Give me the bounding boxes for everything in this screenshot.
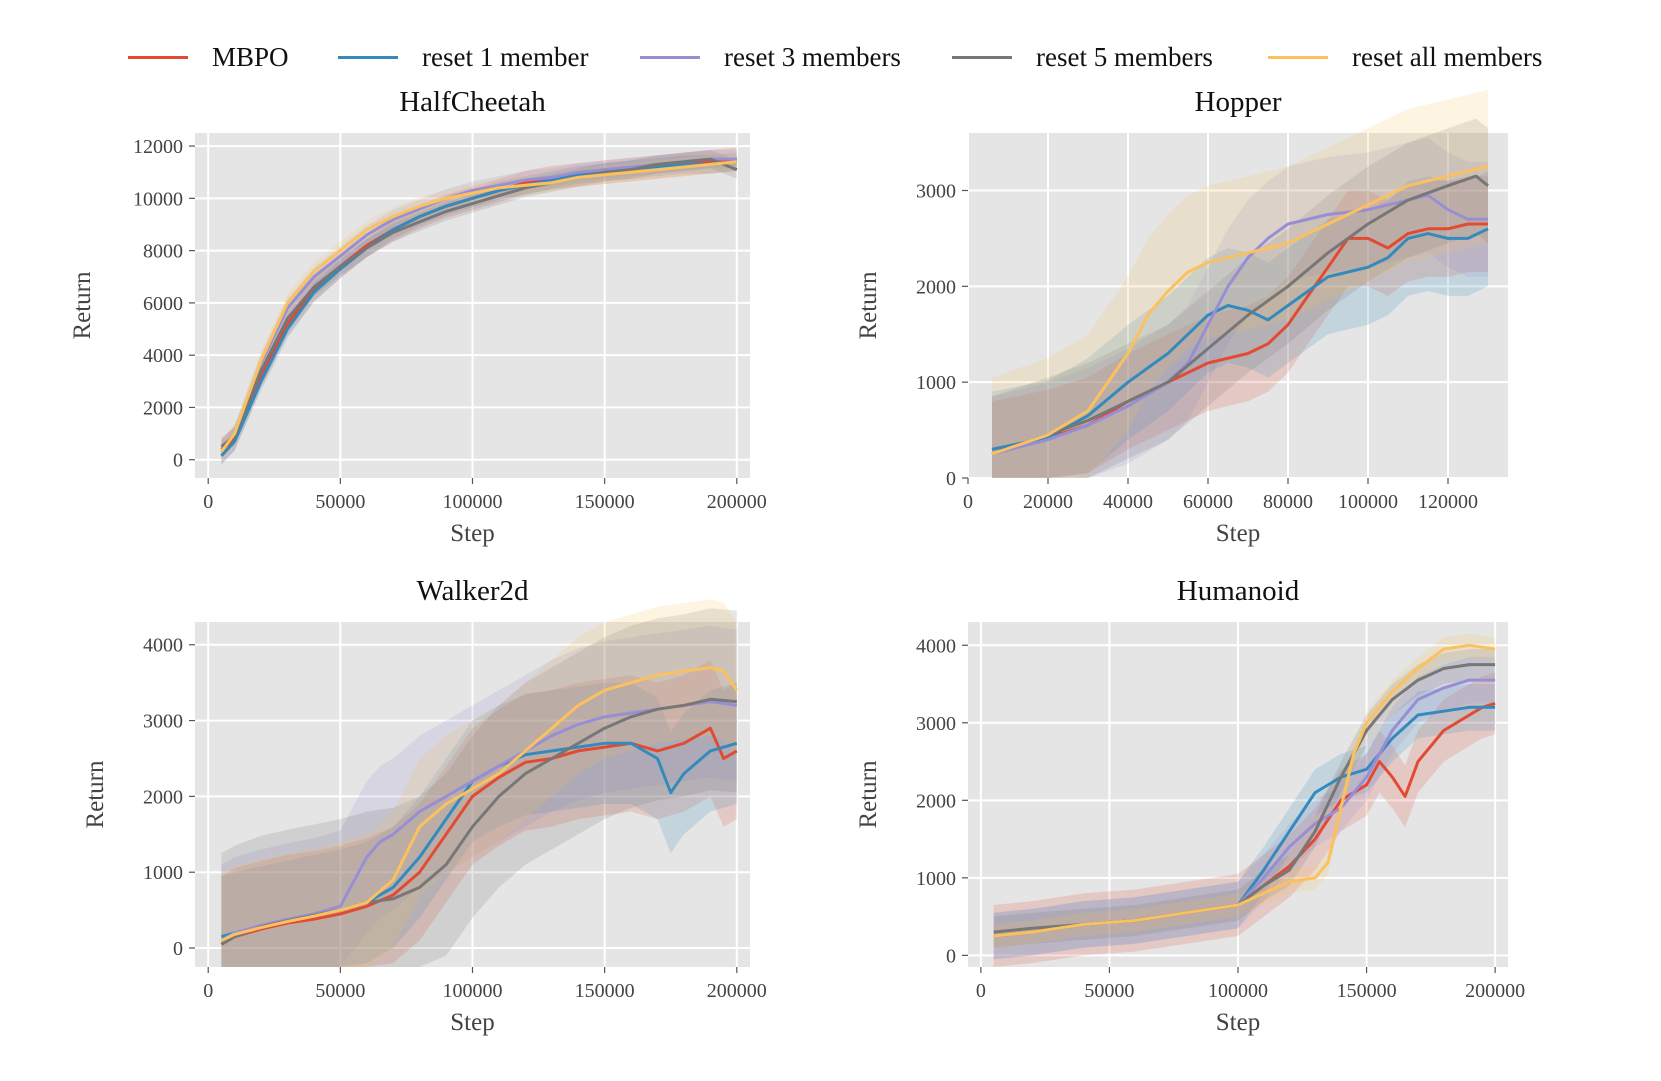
band-reset-all-members: [992, 89, 1488, 479]
y-tick-label: 4000: [143, 635, 183, 657]
legend-label-reset-all: reset all members: [1352, 41, 1543, 72]
legend-swatch-mbpo: [128, 55, 188, 59]
x-tick-label: 0: [976, 980, 986, 1002]
y-tick-label: 2000: [143, 397, 183, 419]
band-reset-5-members: [993, 649, 1496, 948]
y-axis-label: Return: [69, 271, 96, 340]
y-axis-label: Return: [855, 271, 882, 340]
x-tick-label: 50000: [315, 491, 365, 513]
legend-label-reset-1: reset 1 member: [422, 41, 589, 72]
y-tick-label: 0: [173, 938, 183, 960]
band-mbpo: [993, 672, 1496, 967]
x-tick-label: 200000: [707, 980, 767, 1002]
legend-item-reset-5: reset 5 members: [952, 40, 1213, 74]
band-reset-all-members: [221, 599, 737, 967]
legend-item-reset-1: reset 1 member: [338, 40, 588, 74]
y-tick-label: 1000: [143, 862, 183, 884]
series-line-reset-1-member: [991, 227, 1489, 451]
legend-swatch-reset-5: [952, 55, 1012, 59]
legend-swatch-reset-1: [338, 55, 398, 59]
y-tick-label: 4000: [916, 635, 956, 657]
series-line-reset-5-members: [220, 157, 738, 448]
series-line-reset-all-members: [220, 666, 739, 942]
y-tick-label: 3000: [916, 713, 956, 735]
y-tick-label: 0: [173, 450, 183, 472]
y-axis-label: Return: [855, 760, 882, 829]
series-line-reset-1-member: [220, 160, 737, 457]
y-tick-label: 2000: [143, 786, 183, 808]
y-tick-label: 1000: [916, 868, 956, 890]
x-tick-label: 150000: [575, 980, 635, 1002]
legend-item-reset-3: reset 3 members: [640, 40, 901, 74]
series-line-reset-5-members: [991, 174, 1489, 456]
x-tick-label: 50000: [315, 980, 365, 1002]
band-reset-5-members: [221, 608, 737, 967]
chart-title: HalfCheetah: [399, 86, 546, 118]
x-tick-label: 120000: [1418, 491, 1478, 513]
x-tick-label: 40000: [1103, 491, 1153, 513]
panel-halfcheetah: 0 50000 100000 150000 200000 0 2000 4000 6000 800…: [69, 86, 767, 547]
legend-item-mbpo: MBPO: [128, 40, 289, 74]
y-tick-label: 1000: [916, 372, 956, 394]
y-tick-label: 8000: [143, 241, 183, 263]
x-tick-label: 100000: [443, 491, 503, 513]
x-tick-label: 200000: [1465, 980, 1525, 1002]
y-axis-label: Return: [82, 760, 109, 829]
x-tick-label: 60000: [1183, 491, 1233, 513]
band-reset-1-member: [221, 682, 737, 967]
series-line-reset-all-members: [993, 643, 1496, 938]
x-axis-label: Step: [1216, 1009, 1260, 1036]
legend-swatch-reset-3: [640, 55, 700, 59]
band-mbpo: [992, 176, 1488, 478]
chart-title: Hopper: [1195, 86, 1282, 118]
y-tick-label: 6000: [143, 293, 183, 315]
legend-item-reset-all: reset all members: [1268, 40, 1542, 74]
x-tick-label: 100000: [443, 980, 503, 1002]
x-tick-label: 100000: [1208, 980, 1268, 1002]
legend-swatch-reset-all: [1268, 55, 1328, 59]
y-tick-label: 3000: [916, 181, 956, 203]
x-tick-label: 0: [963, 491, 973, 513]
y-tick-label: 2000: [916, 276, 956, 298]
x-axis-label: Step: [450, 1009, 494, 1036]
panel-walker2d: 0 50000 100000 150000 200000 0 1000 2000 3000 400…: [82, 575, 767, 1036]
series-line-mbpo: [220, 726, 738, 946]
band-reset-1-member: [993, 684, 1496, 960]
y-tick-label: 2000: [916, 790, 956, 812]
x-tick-label: 0: [203, 980, 213, 1002]
series-line-reset-all-members: [991, 165, 1489, 456]
y-tick-label: 0: [946, 468, 956, 490]
legend-label-mbpo: MBPO: [212, 41, 289, 72]
x-axis-label: Step: [450, 520, 494, 547]
x-tick-label: 100000: [1338, 491, 1398, 513]
x-tick-label: 0: [203, 491, 213, 513]
chart-title: Walker2d: [416, 575, 529, 607]
panel-humanoid: 0 50000 100000 150000 200000 0 1000 2000 3000 400…: [855, 575, 1525, 1036]
x-tick-label: 150000: [1337, 980, 1397, 1002]
x-tick-label: 200000: [707, 491, 767, 513]
x-axis-label: Step: [1216, 520, 1260, 547]
legend-label-reset-3: reset 3 members: [724, 41, 901, 72]
x-tick-label: 20000: [1023, 491, 1073, 513]
band-reset-3-members: [221, 625, 737, 967]
x-tick-label: 80000: [1263, 491, 1313, 513]
x-tick-label: 50000: [1084, 980, 1134, 1002]
x-tick-label: 150000: [575, 491, 635, 513]
series-line-reset-3-members: [991, 193, 1488, 456]
legend-label-reset-5: reset 5 members: [1036, 41, 1213, 72]
band-reset-all-members: [993, 633, 1496, 948]
series-line-reset-all-members: [220, 160, 737, 453]
chart-title: Humanoid: [1177, 575, 1300, 607]
panel-hopper: 0 20000 40000 60000 80000 100000 120000 0 1000 20…: [855, 86, 1508, 547]
y-tick-label: 10000: [133, 188, 183, 210]
y-tick-label: 3000: [143, 711, 183, 733]
y-tick-label: 0: [946, 945, 956, 967]
y-tick-label: 12000: [133, 136, 183, 158]
band-reset-1-member: [992, 171, 1488, 479]
y-tick-label: 4000: [143, 345, 183, 367]
